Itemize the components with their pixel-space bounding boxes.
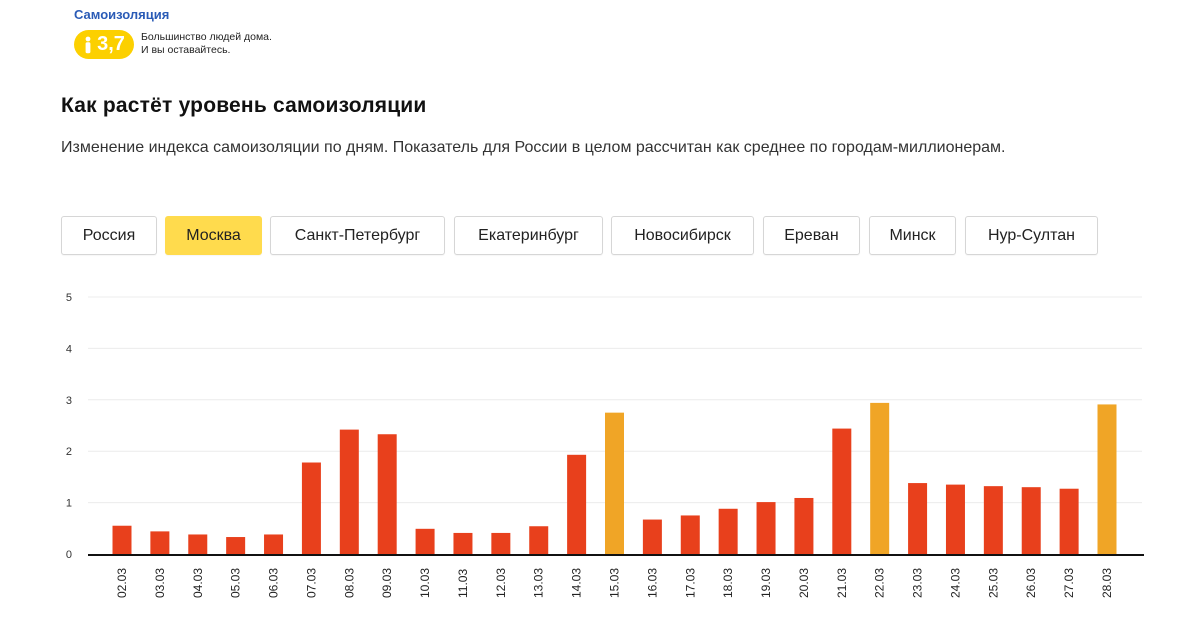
x-tick-label: 19.03 [759, 568, 773, 598]
bar [377, 434, 397, 554]
x-tick-label: 03.03 [153, 568, 167, 598]
widget-line-2: И вы оставайтесь. [141, 44, 231, 56]
x-tick-label: 07.03 [304, 568, 318, 598]
bar [453, 532, 473, 554]
y-tick-label: 2 [66, 446, 72, 458]
bar [680, 515, 700, 554]
x-tick-label: 12.03 [494, 568, 508, 598]
bar [1021, 487, 1041, 554]
bar [226, 537, 246, 554]
bar [1097, 404, 1117, 554]
index-badge: 3,7 [74, 30, 134, 59]
x-tick-label: 24.03 [948, 568, 962, 598]
x-tick-label: 08.03 [342, 568, 356, 598]
x-tick-label: 10.03 [418, 568, 432, 598]
x-tick-label: 11.03 [456, 569, 470, 598]
x-tick-label: 09.03 [380, 568, 394, 598]
bar [339, 429, 359, 554]
tab-nur-sultan[interactable]: Нур-Султан [965, 216, 1098, 255]
bar [112, 525, 132, 554]
bar [983, 486, 1003, 554]
bar [1059, 488, 1079, 554]
bar [870, 402, 890, 554]
x-tick-label: 27.03 [1062, 568, 1076, 598]
bar [605, 412, 624, 554]
x-tick-label: 13.03 [532, 568, 546, 598]
x-tick-label: 28.03 [1100, 568, 1114, 598]
bar [529, 526, 549, 554]
x-tick-label: 14.03 [570, 568, 584, 598]
bar [908, 483, 928, 554]
tab-minsk[interactable]: Минск [869, 216, 956, 255]
y-tick-label: 0 [66, 549, 72, 561]
bar [567, 454, 587, 554]
tab-yerevan[interactable]: Ереван [763, 216, 860, 255]
bar [264, 534, 284, 554]
bar [301, 462, 321, 554]
x-tick-label: 23.03 [911, 568, 925, 598]
bar [945, 484, 965, 554]
x-tick-label: 17.03 [683, 568, 697, 598]
bar [188, 534, 208, 554]
bar [415, 528, 435, 554]
tab-saint-petersburg[interactable]: Санкт-Петербург [270, 216, 445, 255]
bar [794, 497, 814, 554]
y-tick-label: 4 [66, 343, 72, 355]
person-icon [85, 36, 91, 53]
widget-title: Самоизоляция [74, 7, 170, 22]
x-tick-label: 25.03 [986, 568, 1000, 598]
tab-moscow[interactable]: Москва [165, 216, 262, 255]
x-tick-label: 18.03 [721, 568, 735, 598]
y-tick-label: 3 [66, 395, 72, 407]
bar [150, 531, 170, 554]
bar [832, 428, 852, 554]
bar [718, 508, 738, 554]
x-tick-label: 20.03 [797, 568, 811, 598]
x-tick-label: 26.03 [1024, 568, 1038, 598]
x-tick-label: 16.03 [645, 568, 659, 598]
widget-text: Большинство людей дома. И вы оставайтесь… [141, 31, 272, 57]
tab-russia[interactable]: Россия [61, 216, 157, 255]
y-tick-label: 5 [66, 292, 72, 304]
tab-novosibirsk[interactable]: Новосибирск [611, 216, 754, 255]
tab-yekaterinburg[interactable]: Екатеринбург [454, 216, 603, 255]
x-tick-label: 06.03 [267, 568, 281, 598]
x-tick-label: 02.03 [115, 568, 129, 598]
index-value: 3,7 [97, 33, 125, 55]
bar [642, 519, 662, 554]
bar [756, 502, 776, 554]
y-tick-label: 1 [66, 498, 72, 510]
bar [491, 532, 511, 554]
x-tick-label: 04.03 [191, 568, 205, 598]
x-tick-label: 21.03 [835, 568, 849, 598]
x-tick-label: 05.03 [229, 568, 243, 598]
page-title: Как растёт уровень самоизоляции [61, 94, 427, 117]
x-tick-label: 15.03 [608, 568, 622, 598]
widget-line-1: Большинство людей дома. [141, 31, 272, 43]
x-tick-label: 22.03 [873, 568, 887, 598]
description: Изменение индекса самоизоляции по дням. … [61, 139, 1006, 156]
